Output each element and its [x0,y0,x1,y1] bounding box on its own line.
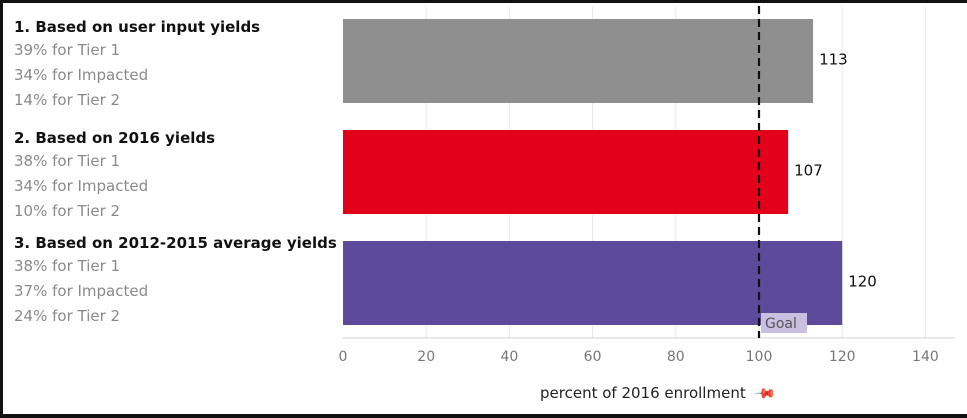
x-tick-label: 20 [417,349,435,365]
row-title: 1. Based on user input yields [14,18,261,36]
x-axis-label: percent of 2016 enrollment [540,384,746,402]
bar [343,241,843,325]
x-tick-label: 140 [912,349,939,365]
bar-value-label: 107 [794,162,823,180]
row-detail: 34% for Impacted [14,66,149,84]
bar-value-label: 113 [819,51,848,69]
row-detail: 38% for Tier 1 [14,152,121,170]
bar-value-label: 120 [848,273,877,291]
x-tick-label: 120 [829,349,856,365]
x-tick-label: 0 [339,349,348,365]
row-title: 3. Based on 2012-2015 average yields [14,234,337,252]
x-tick-label: 60 [584,349,602,365]
row-detail: 24% for Tier 2 [14,307,121,325]
bar [343,130,789,214]
row-label-1: 1. Based on user input yields 39% for Ti… [14,16,334,113]
row-label-2: 2. Based on 2016 yields 38% for Tier 1 3… [14,127,334,224]
row-detail: 38% for Tier 1 [14,257,121,275]
row-detail: 37% for Impacted [14,282,149,300]
x-axis-title: percent of 2016 enrollment 📌 [540,382,776,406]
x-tick-label: 100 [746,349,773,365]
goal-label-box [761,313,807,333]
row-detail: 10% for Tier 2 [14,202,121,220]
row-detail: 39% for Tier 1 [14,41,121,59]
row-label-3: 3. Based on 2012-2015 average yields 38%… [14,232,337,329]
row-title: 2. Based on 2016 yields [14,129,216,147]
row-detail: 14% for Tier 2 [14,91,121,109]
goal-label: Goal [765,316,797,332]
bar [343,19,814,103]
row-detail: 34% for Impacted [14,177,149,195]
x-tick-label: 40 [500,349,518,365]
x-tick-label: 80 [667,349,685,365]
